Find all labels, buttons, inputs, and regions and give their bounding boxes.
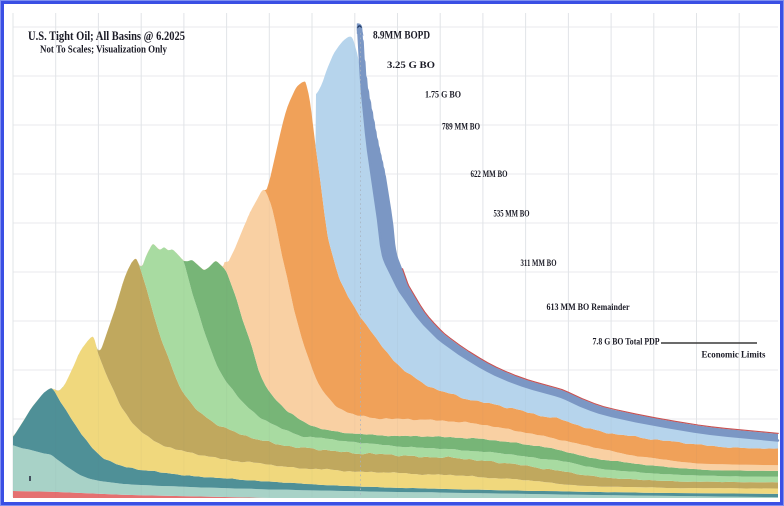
svg-text:789 MM BO: 789 MM BO xyxy=(442,123,480,133)
svg-text:7.8 G BO Total PDP: 7.8 G BO Total PDP xyxy=(593,338,660,348)
svg-text:Not To Scales; Visualization O: Not To Scales; Visualization Only xyxy=(40,45,167,56)
svg-text:Economic Limits: Economic Limits xyxy=(702,351,766,361)
svg-text:613 MM BO Remainder: 613 MM BO Remainder xyxy=(547,303,631,313)
svg-text:622 MM BO: 622 MM BO xyxy=(471,170,508,180)
svg-text:311 MM BO: 311 MM BO xyxy=(521,259,557,269)
svg-text:1.75 G BO: 1.75 G BO xyxy=(425,91,461,101)
svg-text:3.25 G BO: 3.25 G BO xyxy=(387,61,435,71)
svg-text:535 MM BO: 535 MM BO xyxy=(494,210,530,220)
svg-text:U.S. Tight Oil; All Basins @ 6: U.S. Tight Oil; All Basins @ 6.2025 xyxy=(28,29,185,43)
svg-text:8.9MM BOPD: 8.9MM BOPD xyxy=(373,30,430,42)
